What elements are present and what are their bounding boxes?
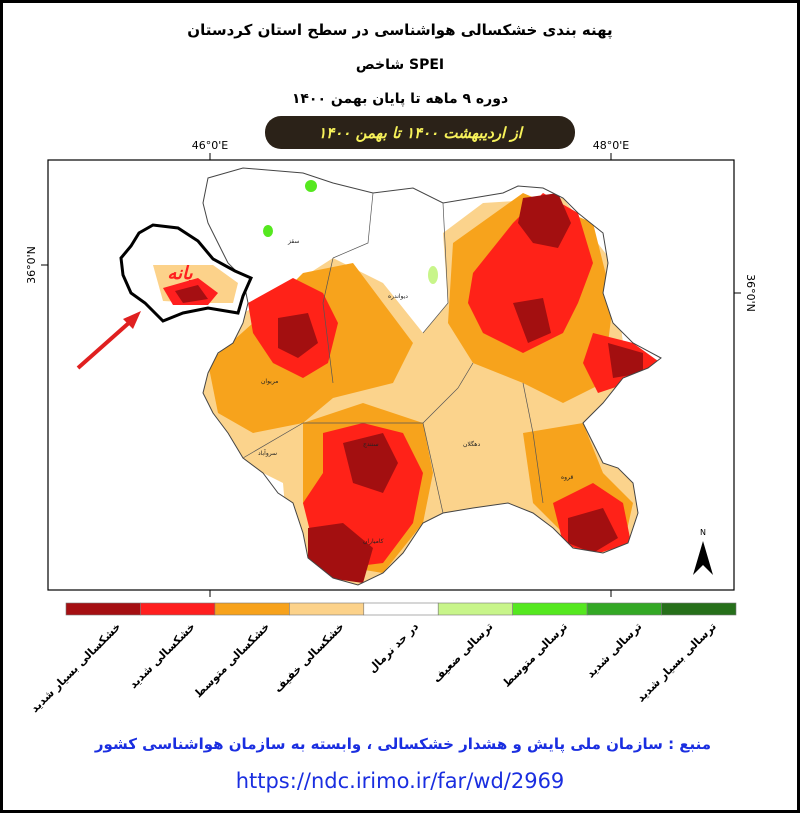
arrow <box>76 319 133 370</box>
legend-swatch <box>363 602 439 616</box>
inset-label: بانه <box>167 263 193 284</box>
legend-swatch <box>661 602 737 616</box>
place-label: سروآباد <box>258 448 277 457</box>
place-label: سقز <box>287 238 299 245</box>
legend-label: خشکسالی متوسط <box>192 620 272 700</box>
legend-label: خشکسالی بسیار شدید <box>28 620 123 715</box>
place-label: دیواندره <box>388 293 408 300</box>
province <box>202 167 662 586</box>
legend-swatch <box>289 602 365 616</box>
banner: از اردیبهشت ۱۴۰۰ تا بهمن ۱۴۰۰ <box>318 124 524 142</box>
lat-label: 36°0'N <box>25 246 38 284</box>
banner-box <box>265 116 575 149</box>
legend-swatch <box>586 602 662 616</box>
legend-label: در حد نرمال <box>366 620 422 676</box>
legend-label: ترسالی بسیار شدید <box>634 620 719 705</box>
place-label: کامیاران <box>363 538 384 545</box>
legend-swatch <box>65 602 141 616</box>
legend-label: ترسالی شدید <box>584 620 645 681</box>
source: منبع : سازمان ملی پایش و هشدار خشکسالی ،… <box>94 735 711 754</box>
north-arrow <box>693 541 713 575</box>
place-label: مریوان <box>261 378 278 385</box>
source-url: https://ndc.irimo.ir/far/wd/2969 <box>236 769 565 793</box>
title: پهنه بندی خشکسالی هواشناسی در سطح استان … <box>187 21 612 40</box>
lon-label: 48°0'E <box>593 139 630 152</box>
index-name: شاخص SPEI <box>356 57 444 73</box>
legend-swatch <box>437 602 513 616</box>
legend-label: ترسالی متوسط <box>500 620 570 690</box>
north-label: N <box>700 528 706 537</box>
period: دوره ۹ ماهه تا پایان بهمن ۱۴۰۰ <box>292 91 508 107</box>
legend-swatch <box>140 602 216 616</box>
inset-fill <box>175 285 208 303</box>
place-label: قروه <box>561 474 573 481</box>
arrow-head <box>123 311 141 329</box>
map-figure: پهنه بندی خشکسالی هواشناسی در سطح استان … <box>25 21 757 793</box>
legend-label: خشکسالی شدید <box>127 620 198 691</box>
place-label: سنندج <box>363 441 379 448</box>
legend-label: خشکسالی خفیف <box>271 620 346 695</box>
legend-label: ترسالی ضعیف <box>430 620 495 685</box>
lon-label: 46°0'E <box>192 139 229 152</box>
lat-label: 36°0'N <box>744 274 757 312</box>
place-label: دهگلان <box>463 440 480 448</box>
place-labels: سقز دیواندره مریوان سروآباد سنندج دهگلان… <box>258 238 573 545</box>
legend-swatch <box>214 602 290 616</box>
legend-swatch <box>512 602 588 616</box>
